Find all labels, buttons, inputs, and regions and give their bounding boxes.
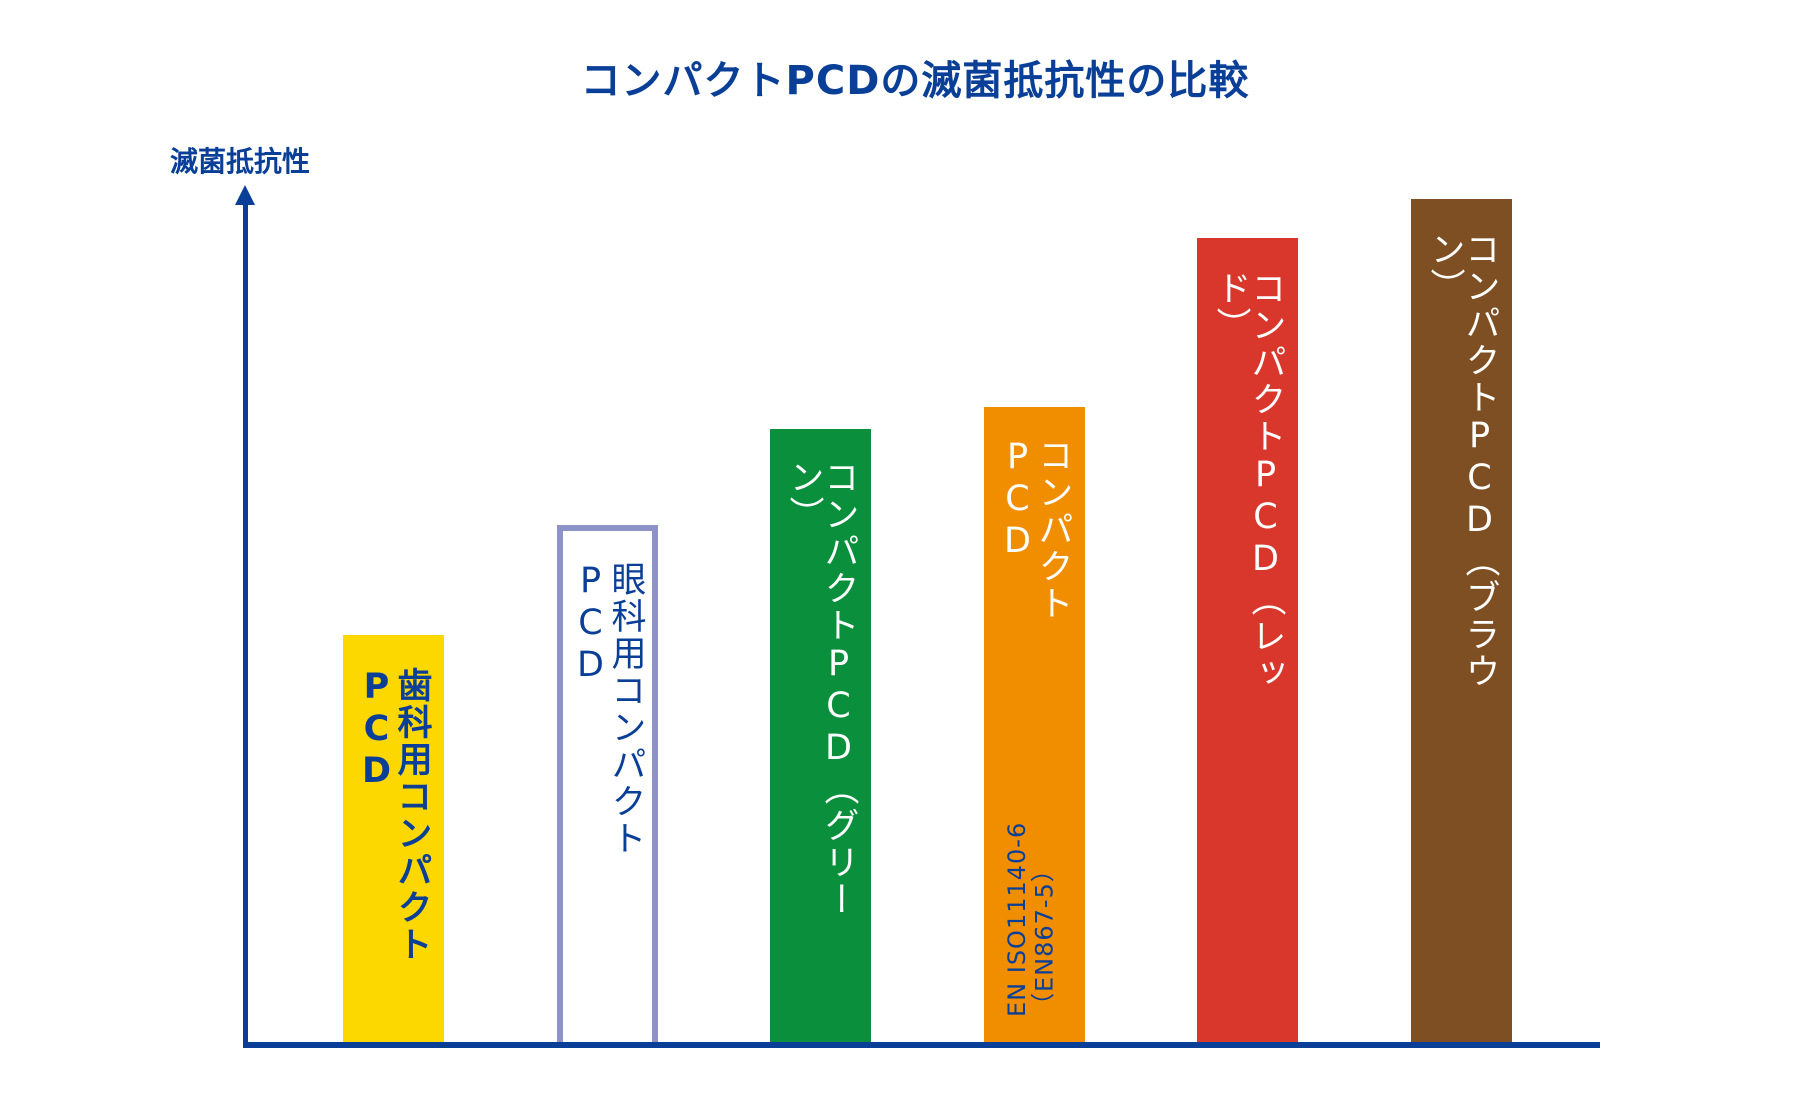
bar-label: コンパクトPCD（グリーン） <box>783 459 859 918</box>
bar-dental: 歯科用コンパクトPCD <box>343 635 444 1044</box>
bar-orange: コンパクトPCD EN ISO11140-6 （EN867-5） <box>984 407 1085 1044</box>
bar-label: コンパクトPCD（レッド） <box>1210 270 1286 692</box>
chart-title: コンパクトPCDの滅菌抵抗性の比較 <box>580 58 1250 104</box>
bar-brown: コンパクトPCD（ブラウン） <box>1411 199 1512 1044</box>
x-axis <box>243 1042 1600 1048</box>
bar-label: コンパクトPCD（ブラウン） <box>1424 231 1500 690</box>
bar-label: 眼科用コンパクトPCD <box>570 561 646 857</box>
y-axis <box>243 200 248 1048</box>
bar-green: コンパクトPCD（グリーン） <box>770 429 871 1044</box>
bar-ophthalmic: 眼科用コンパクトPCD <box>557 525 658 1044</box>
bar-red: コンパクトPCD（レッド） <box>1197 238 1298 1044</box>
bar-sublabel: EN ISO11140-6 （EN867-5） <box>1003 821 1059 1017</box>
bar-label: コンパクトPCD <box>997 437 1073 622</box>
y-axis-arrow-icon <box>235 185 255 205</box>
bar-label: 歯科用コンパクトPCD <box>356 667 432 963</box>
y-axis-label: 滅菌抵抗性 <box>170 145 311 178</box>
